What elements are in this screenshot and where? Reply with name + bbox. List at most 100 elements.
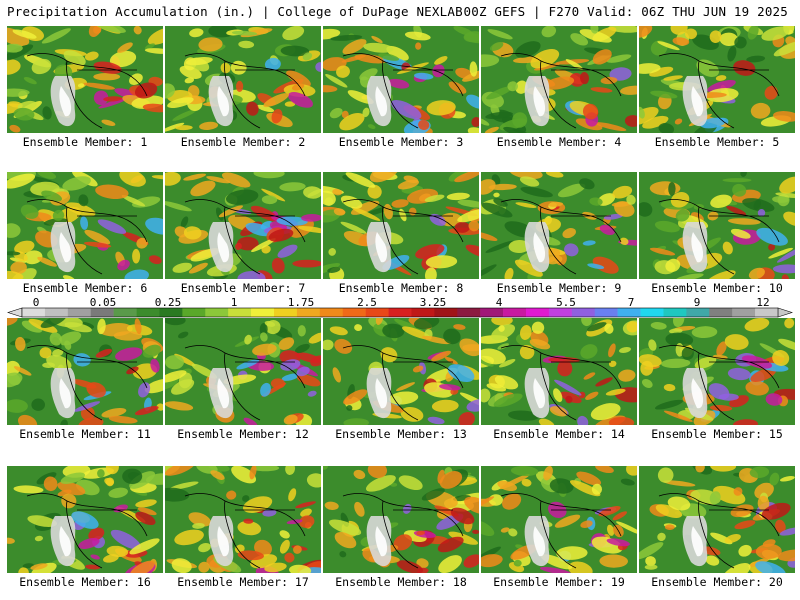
ensemble-member-label: Ensemble Member: 8 — [338, 281, 464, 295]
precip-field — [323, 466, 479, 573]
precip-field — [323, 172, 479, 279]
colorbar-max-arrow — [777, 307, 793, 318]
ensemble-member-label: Ensemble Member: 12 — [177, 427, 309, 441]
ensemble-member-map — [639, 466, 795, 573]
colorbar-swatch — [113, 308, 137, 317]
colorbar-swatch — [411, 308, 435, 317]
precip-field — [481, 172, 637, 279]
ensemble-member-label: Ensemble Member: 14 — [493, 427, 625, 441]
precip-field — [323, 318, 479, 425]
colorbar-tick-label: 0.05 — [90, 296, 117, 309]
ensemble-member-map — [323, 318, 479, 425]
ensemble-member-label: Ensemble Member: 4 — [496, 135, 622, 149]
precip-field — [639, 466, 795, 573]
colorbar-swatch — [182, 308, 206, 317]
ensemble-member-map — [481, 26, 637, 133]
ensemble-member-label: Ensemble Member: 1 — [22, 135, 148, 149]
ensemble-member-map — [323, 466, 479, 573]
colorbar-swatch — [709, 308, 733, 317]
colorbar-swatch — [44, 308, 69, 317]
ensemble-member-map — [7, 26, 163, 133]
colorbar-swatch — [663, 308, 687, 317]
colorbar-tick-label: 3.25 — [420, 296, 447, 309]
colorbar-swatch — [571, 308, 596, 317]
precip-field — [7, 318, 163, 425]
run-valid-time: 00Z GEFS | F270 Valid: 06Z THU JUN 19 20… — [463, 4, 788, 19]
precip-field — [165, 26, 321, 133]
colorbar-swatch — [457, 308, 481, 317]
colorbar-swatch — [67, 308, 92, 317]
colorbar-swatch — [22, 308, 46, 317]
colorbar-swatch — [503, 308, 527, 317]
colorbar-swatch — [732, 308, 756, 317]
ensemble-member-label: Ensemble Member: 3 — [338, 135, 464, 149]
colorbar-tick-label: 1 — [231, 296, 238, 309]
ensemble-member-label: Ensemble Member: 19 — [493, 575, 625, 589]
ensemble-member-map — [639, 172, 795, 279]
colorbar-swatch — [205, 308, 229, 317]
ensemble-member-label: Ensemble Member: 6 — [22, 281, 148, 295]
colorbar-tick-label: 5.5 — [556, 296, 576, 309]
colorbar-swatch — [228, 308, 252, 317]
colorbar-tick-label: 0 — [33, 296, 40, 309]
colorbar-swatch — [640, 308, 664, 317]
colorbar-swatch — [342, 308, 366, 317]
precip-field — [7, 466, 163, 573]
ensemble-member-label: Ensemble Member: 15 — [651, 427, 783, 441]
ensemble-member-label: Ensemble Member: 5 — [654, 135, 780, 149]
colorbar-swatch — [365, 308, 389, 317]
precip-colorbar: 0 0.05 0.25 1 1.75 2.5 3.25 4 5.5 7 9 12 — [7, 296, 793, 318]
colorbar-tick-label: 7 — [628, 296, 635, 309]
precip-field — [639, 318, 795, 425]
precip-field — [481, 318, 637, 425]
precip-field — [7, 172, 163, 279]
colorbar-swatch — [274, 308, 298, 317]
colorbar-swatch — [251, 308, 275, 317]
ensemble-member-map — [7, 466, 163, 573]
colorbar-swatch — [686, 308, 710, 317]
ensemble-member-label: Ensemble Member: 16 — [19, 575, 151, 589]
ensemble-member-map — [639, 26, 795, 133]
ensemble-member-label: Ensemble Member: 7 — [180, 281, 306, 295]
ensemble-member-label: Ensemble Member: 2 — [180, 135, 306, 149]
colorbar-swatch — [480, 308, 504, 317]
map-title: Precipitation Accumulation (in.) | Colle… — [7, 4, 463, 19]
colorbar-swatch — [159, 308, 183, 317]
colorbar-swatch — [755, 308, 779, 317]
ensemble-member-map — [639, 318, 795, 425]
colorbar-tick-label: 2.5 — [357, 296, 377, 309]
ensemble-member-label: Ensemble Member: 9 — [496, 281, 622, 295]
ensemble-member-map — [481, 172, 637, 279]
colorbar-swatch — [434, 308, 458, 317]
ensemble-member-map — [481, 466, 637, 573]
ensemble-member-label: Ensemble Member: 18 — [335, 575, 467, 589]
colorbar-tick-label: 4 — [496, 296, 503, 309]
precip-field — [481, 26, 637, 133]
colorbar-swatch — [526, 308, 550, 317]
ensemble-member-map — [165, 26, 321, 133]
ensemble-member-map — [323, 172, 479, 279]
precip-field — [165, 318, 321, 425]
ensemble-member-label: Ensemble Member: 11 — [19, 427, 151, 441]
colorbar-swatch — [617, 308, 641, 317]
colorbar-tick-label: 1.75 — [288, 296, 315, 309]
ensemble-member-map — [165, 466, 321, 573]
precip-field — [639, 172, 795, 279]
ensemble-member-map — [481, 318, 637, 425]
colorbar-tick-label: 9 — [694, 296, 701, 309]
colorbar-swatch — [548, 308, 573, 317]
colorbar-swatch — [594, 308, 618, 317]
colorbar-tick-label: 12 — [756, 296, 769, 309]
colorbar-min-arrow — [7, 307, 23, 318]
ensemble-member-map — [165, 172, 321, 279]
colorbar-tick-label: 0.25 — [155, 296, 182, 309]
colorbar-swatch — [319, 308, 344, 317]
colorbar-swatch — [296, 308, 321, 317]
ensemble-member-label: Ensemble Member: 17 — [177, 575, 309, 589]
ensemble-member-map — [7, 172, 163, 279]
colorbar-swatch — [136, 308, 160, 317]
ensemble-member-map — [323, 26, 479, 133]
ensemble-member-label: Ensemble Member: 10 — [651, 281, 783, 295]
precip-field — [7, 26, 163, 133]
colorbar-swatch — [388, 308, 412, 317]
